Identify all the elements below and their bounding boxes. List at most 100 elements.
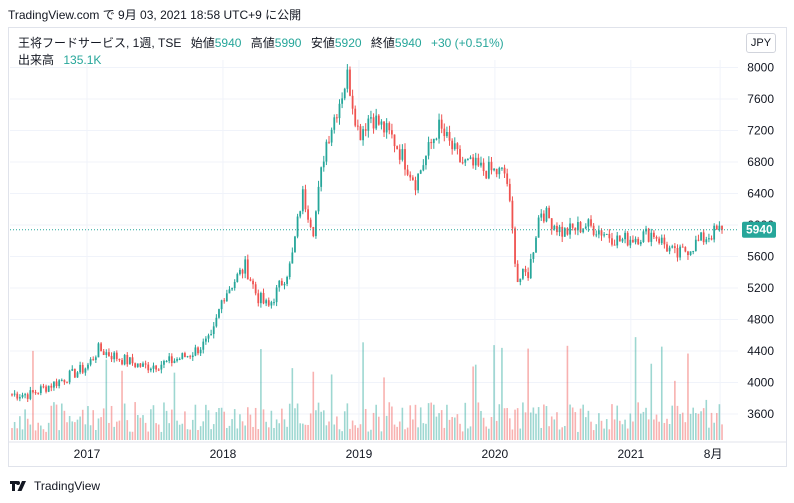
candle-body	[411, 177, 414, 181]
candle-body	[629, 239, 632, 246]
volume-bar	[692, 407, 694, 440]
candle-body	[262, 292, 265, 304]
volume-bar	[553, 419, 556, 440]
candle-body	[304, 189, 307, 210]
volume-bar	[71, 421, 74, 440]
volume-bar	[116, 421, 118, 440]
high-label: 高値	[250, 36, 275, 50]
volume-bar	[74, 422, 76, 440]
volume-bar	[247, 407, 249, 440]
candle-body	[152, 365, 155, 369]
open-label: 始値	[190, 36, 215, 50]
candle-body	[291, 252, 294, 264]
candle-body	[705, 239, 708, 243]
candle-body	[286, 277, 288, 284]
price-tick-label: 5200	[747, 281, 774, 295]
volume-bar	[684, 422, 687, 440]
volume-bar	[435, 416, 438, 440]
candle-body	[464, 159, 467, 163]
volume-bar	[440, 410, 443, 440]
candle-body	[66, 382, 68, 384]
candle-body	[715, 225, 718, 230]
candle-body	[356, 125, 359, 127]
volume-bar	[123, 403, 126, 440]
candle-body	[409, 174, 412, 178]
candle-body	[406, 169, 409, 175]
volume-bar	[385, 415, 388, 440]
candle-body	[448, 131, 451, 141]
volume-bar	[191, 419, 194, 440]
footer-brand[interactable]: TradingView	[10, 479, 100, 493]
candle-body	[155, 365, 157, 370]
volume-bar	[514, 409, 516, 440]
candle-body	[362, 129, 364, 141]
candle-body	[438, 119, 440, 139]
volume-bar	[176, 420, 178, 440]
volume-bar	[503, 408, 506, 440]
symbol-title[interactable]: 王将フードサービス, 1週, TSE	[18, 36, 182, 50]
volume-bar	[383, 377, 385, 440]
candle-body	[123, 354, 126, 365]
time-axis[interactable]: 2017 2018 2019 2020 2021 8月	[9, 441, 786, 461]
candle-body	[480, 162, 482, 166]
tradingview-logo-icon	[10, 481, 26, 491]
volume-bar	[425, 423, 427, 440]
volume-bar	[89, 425, 92, 440]
volume-bar	[228, 425, 231, 440]
candle-body	[312, 226, 315, 237]
candle-body	[668, 247, 671, 252]
candle-body	[94, 357, 97, 360]
candle-body	[68, 370, 71, 383]
candle-body	[165, 360, 168, 362]
candle-body	[519, 278, 522, 283]
volume-bar	[63, 410, 66, 440]
candle-body	[432, 138, 435, 144]
candle-body	[296, 216, 299, 237]
volume-bar	[194, 404, 197, 440]
volume-bar	[532, 407, 535, 440]
volume-bar	[689, 413, 692, 440]
candle-body	[278, 280, 281, 288]
volume-bar	[608, 429, 611, 440]
volume-bar	[621, 424, 624, 440]
grid-lines	[10, 60, 738, 440]
volume-bar	[68, 416, 71, 440]
candle-body	[89, 359, 92, 365]
volume-bar	[131, 431, 134, 440]
candle-body	[160, 364, 163, 370]
volume-bar	[19, 416, 21, 440]
price-axis[interactable]: 3600400044004800520056006000640068007200…	[747, 61, 774, 422]
candle-body	[713, 225, 716, 240]
candle-body	[613, 244, 616, 246]
currency-button[interactable]: JPY	[746, 33, 776, 53]
candle-body	[307, 209, 309, 220]
candle-body	[121, 360, 123, 365]
candle-body	[246, 259, 249, 280]
volume-bar	[231, 419, 233, 440]
time-tick-label: 2018	[210, 447, 237, 461]
candle-body	[616, 235, 619, 246]
volume-bar	[291, 368, 294, 440]
candle-body	[427, 142, 430, 156]
candle-body	[149, 368, 152, 371]
volume-bar	[160, 431, 163, 440]
candle-body	[265, 300, 268, 304]
volume-bar	[498, 404, 501, 440]
last-price-badge: 5940	[742, 221, 776, 238]
candlesticks	[11, 64, 723, 403]
candle-body	[611, 238, 613, 245]
volume-bar	[197, 430, 199, 440]
volume-bar	[84, 424, 87, 440]
candle-body	[694, 239, 697, 252]
volume-bar	[493, 345, 495, 440]
volume-bar	[700, 411, 702, 440]
candle-body	[446, 131, 448, 137]
candle-body	[655, 236, 658, 239]
candle-body	[637, 238, 640, 245]
candle-body	[126, 354, 129, 365]
candle-body	[317, 186, 320, 212]
volume-bar	[587, 410, 590, 440]
candle-body	[241, 269, 244, 274]
candle-body	[466, 158, 469, 160]
